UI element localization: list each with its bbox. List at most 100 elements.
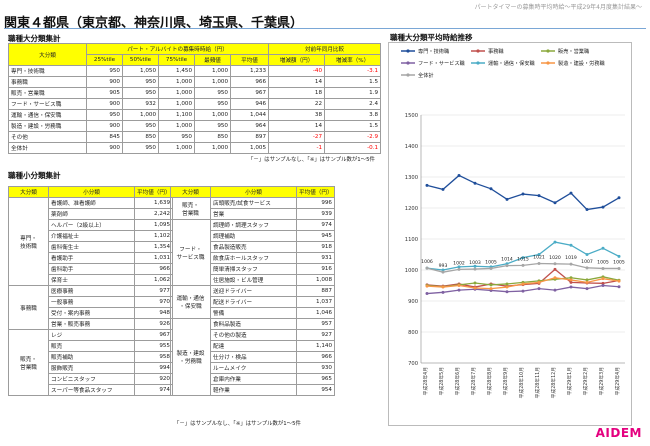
row-category: 事務職 [8,76,87,88]
data-point [521,192,525,196]
data-point [505,197,509,201]
data-point [537,253,541,256]
data-point [457,265,461,269]
data-label: 1020 [549,255,561,261]
cell-value: 905 [86,87,123,99]
item-label: 看護助手 [48,252,135,264]
item-label: 食品製造販売 [210,241,297,253]
y-tick-label: 1200 [405,206,418,212]
header-mode: 最頻値 [194,54,231,66]
cell-value: 1,000 [158,98,195,110]
cell-value: 932 [122,98,159,110]
group-label: 販売・ 営業職 [170,197,211,220]
cell-value: 900 [86,120,123,132]
table-row: 仕分け・検品 966 [171,351,335,363]
row-category: 販売・営業職 [8,87,87,99]
data-point [441,285,445,289]
table-row: 運輸・通信 ・保安職 送迎ドライバー 887 [170,285,335,319]
item-value: 1,031 [134,252,173,264]
data-point [489,266,493,270]
y-tick-label: 1300 [405,175,418,181]
item-value: 966 [134,263,173,275]
data-point [553,267,557,271]
item-value: 977 [134,285,173,297]
item-label: レジ [48,329,135,341]
cell-value: 1,450 [158,65,195,77]
item-value: 996 [296,197,335,209]
company-logo: AIDEM [595,426,642,440]
data-point [585,280,589,284]
item-label: その他の製造 [210,329,297,341]
cell-value: 950 [194,87,231,99]
cell-value: 946 [229,98,270,110]
item-label: コンビニスタッフ [48,373,135,385]
group-label: 事務職 [8,285,49,330]
item-label: 送迎ドライバー [210,285,297,297]
table-row: 簡単清掃スタッフ 916 [171,263,335,275]
data-point [617,254,621,258]
item-label: 販売補助 [48,351,135,363]
table-row: 受付・案内事務 948 [9,307,173,319]
legend-label: 事務職 [488,47,504,55]
item-label: スーパー等食品スタッフ [48,384,135,396]
data-point [425,292,429,296]
data-label: 1003 [469,260,481,266]
data-point [425,183,429,187]
data-label: 1005 [597,259,609,265]
table-row: 住居施設・ビル管理 1,008 [171,274,335,286]
cell-value: 966 [229,76,270,88]
item-label: ヘルパー（2級以上） [48,219,135,231]
table-row: 販売 955 [9,340,173,352]
header-25: 25%tile [86,54,123,66]
data-label: 1005 [613,259,625,265]
data-point [569,276,573,280]
legend-marker [406,61,410,65]
data-point [601,246,605,250]
table-row: 一般事務 970 [9,296,173,308]
legend-marker [546,61,550,65]
data-point [521,256,525,260]
item-value: 1,095 [134,219,173,231]
item-label: 飲食店ホールスタッフ [210,252,297,264]
y-tick-label: 1000 [405,268,418,274]
item-value: 1,062 [134,274,173,286]
header-diff: 増減額（円） [268,54,326,66]
item-value: 970 [134,296,173,308]
data-point [617,196,621,200]
y-tick-label: 1400 [405,144,418,150]
header-wage: パート・アルバイトの募集時時給（円） [85,43,270,55]
data-point [457,173,461,177]
y-tick-label: 800 [408,330,418,336]
group-label: 製造・建設 ・労務職 [170,318,211,396]
section-small-title: 職種小分類集計 [8,171,61,180]
note-small: 「－」はサンプルなし、「※」はサンプル数が1～5件 [174,421,301,427]
group-label: 専門・ 技術職 [8,197,49,286]
y-tick-label: 900 [408,299,418,305]
cell-value: 950 [122,142,159,154]
header-rate: 増減率（%） [324,54,382,66]
data-point [553,240,557,244]
table-row: 販売・ 営業職 レジ 967 [8,329,173,396]
data-point [553,288,557,292]
item-value: 931 [296,252,335,264]
data-point [441,290,445,294]
legend-marker [476,61,480,65]
item-value: 955 [134,340,173,352]
data-point [585,266,589,270]
table-row: 販売補助 958 [9,351,173,363]
data-point [617,285,621,289]
header-avg: 平均値 [229,54,270,66]
legend-marker [406,49,410,53]
table-row: 販売・ 営業職 店頭販売/試食サービス 996 [170,197,335,220]
item-value: 926 [134,318,173,330]
x-tick-label: 平成28年7月 [470,367,477,395]
data-point [585,278,589,282]
item-label: 軽作業 [210,384,297,396]
cell-value: -40 [268,65,326,77]
item-value: 945 [296,230,335,242]
data-point [441,187,445,191]
data-point [569,262,573,266]
item-value: 966 [296,351,335,363]
item-value: 930 [296,362,335,374]
data-point [521,282,525,286]
